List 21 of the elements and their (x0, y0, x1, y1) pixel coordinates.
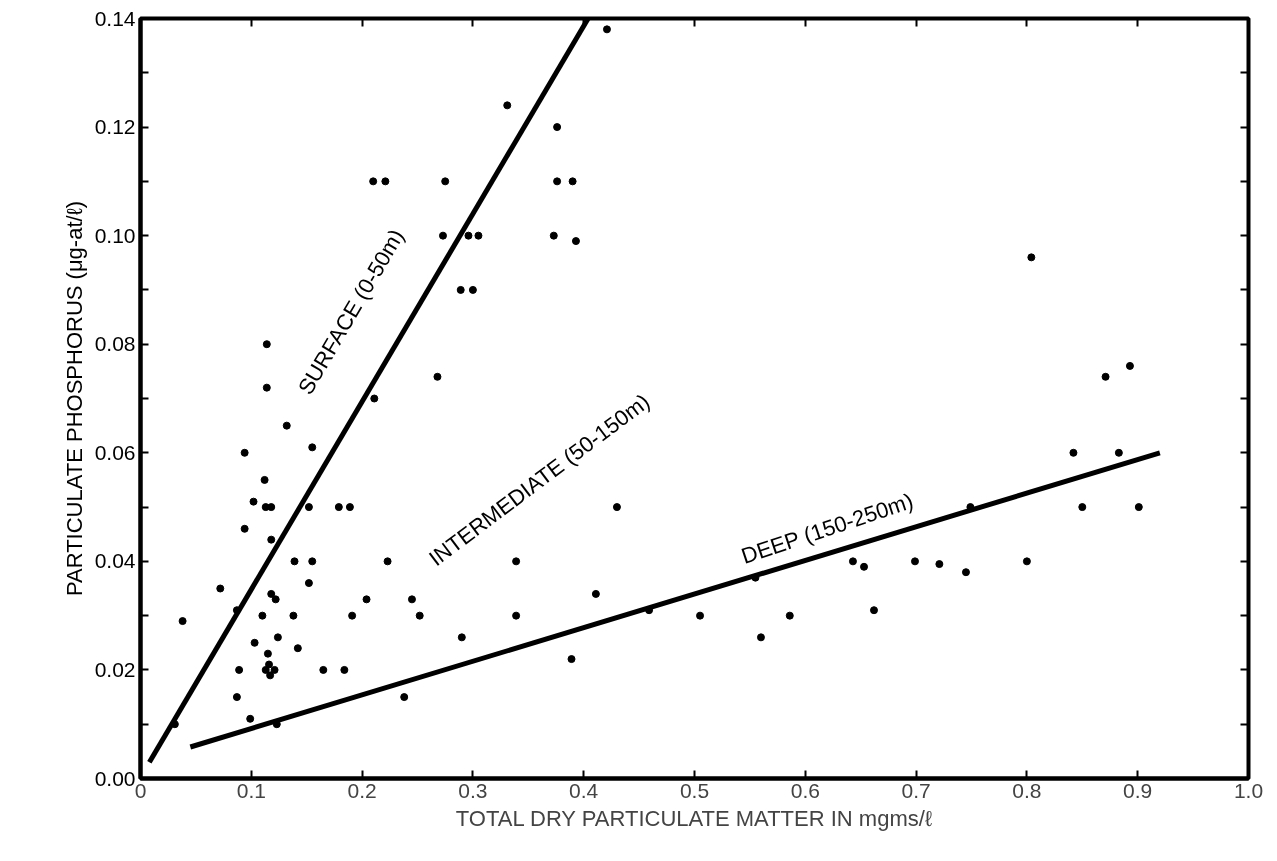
x-tick-label: 0.3 (458, 778, 488, 802)
y-axis-title: PARTICULATE PHOSPHORUS (μg-at/ℓ) (61, 200, 87, 597)
y-tick-label: 0.06 (94, 440, 136, 464)
x-tick-label: 0.2 (347, 778, 377, 802)
x-axis-title: TOTAL DRY PARTICULATE MATTER IN mgms/ℓ (455, 805, 933, 831)
x-tick-label: 1.0 (1233, 778, 1264, 802)
x-tick-label: 0.7 (901, 778, 931, 802)
x-tick-label: 0.9 (1123, 778, 1153, 802)
y-tick-label: 0.04 (94, 549, 136, 573)
y-tick-label: 0.12 (94, 115, 136, 139)
x-tick-label: 0.1 (236, 778, 266, 802)
x-tick-label: 0 (134, 778, 147, 802)
x-tick-label: 0.5 (679, 778, 710, 802)
x-tick-label: 0.8 (1012, 778, 1042, 802)
x-tick-label: 0.4 (569, 778, 599, 802)
y-tick-label: 0.14 (94, 6, 136, 30)
x-tick-label: 0.6 (790, 778, 820, 802)
y-tick-label: 0.10 (94, 223, 136, 247)
y-tick-label: 0.02 (94, 657, 136, 681)
y-tick-label: 0.00 (94, 766, 136, 790)
y-tick-label: 0.08 (94, 332, 136, 356)
